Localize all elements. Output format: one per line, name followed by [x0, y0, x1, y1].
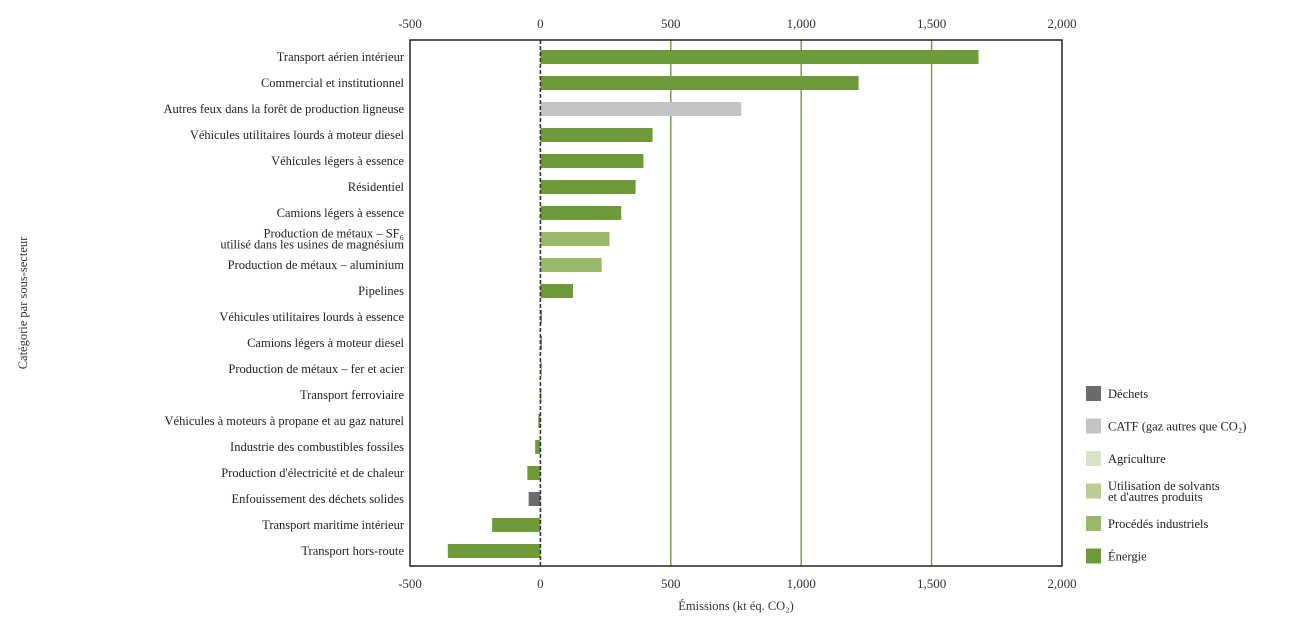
category-label: Pipelines	[358, 284, 404, 298]
category-label: Production d'électricité et de chaleur	[221, 466, 405, 480]
bar	[540, 76, 859, 90]
legend-swatch	[1086, 418, 1101, 434]
category-label: Autres feux dans la forêt de production …	[163, 102, 404, 116]
bar	[527, 466, 541, 480]
category-label: Véhicules utilitaires lourds à essence	[219, 310, 404, 324]
category-label: Résidentiel	[348, 180, 405, 194]
category-label: Transport ferroviaire	[300, 388, 404, 402]
legend-swatch	[1086, 516, 1101, 531]
x-tick-labels: -500 -500 0 0 500 500 1,000 1,000 1,500 1,500 2,00…	[398, 16, 1077, 591]
y-axis-title: Catégorie par sous-secteur	[16, 236, 30, 369]
x-axis-title: Émissions (kt éq. CO₂)	[678, 599, 793, 613]
category-label: Camions légers à essence	[277, 206, 405, 220]
legend-label: CATF (gaz autres que CO₂)	[1108, 420, 1246, 434]
bar	[540, 206, 622, 220]
x-tick-label-bottom: 2,000	[1047, 576, 1076, 591]
legend: Déchets CATF (gaz autres que CO₂) Agricult…	[1086, 386, 1246, 564]
legend-label: Énergie	[1108, 550, 1147, 564]
bar	[540, 232, 610, 246]
grid-lines	[670, 40, 933, 566]
x-tick-label-top: 500	[661, 16, 681, 31]
category-label: Transport maritime intérieur	[262, 518, 405, 532]
legend-swatch	[1086, 483, 1101, 499]
bar	[540, 180, 636, 194]
legend-label: Procédés industriels	[1108, 517, 1208, 531]
bar	[528, 492, 541, 506]
category-label: Véhicules à moteurs à propane et au gaz …	[165, 414, 405, 428]
category-label: Production de métaux – fer et acier	[228, 362, 404, 376]
category-label: Camions légers à moteur diesel	[247, 336, 404, 350]
category-label: Transport aérien intérieur	[277, 50, 405, 64]
x-tick-label-bottom: 500	[661, 576, 681, 591]
x-tick-label-top: 0	[537, 16, 544, 31]
legend-swatch	[1086, 451, 1101, 466]
category-label: Production de métaux – aluminium	[228, 258, 405, 272]
x-tick-label-bottom: -500	[398, 576, 422, 591]
legend-swatch	[1086, 548, 1101, 564]
category-label: Véhicules utilitaires lourds à moteur di…	[190, 128, 405, 142]
category-label: Commercial et institutionnel	[261, 76, 405, 90]
bar	[540, 284, 573, 298]
bar	[540, 258, 602, 272]
bar	[492, 518, 541, 532]
x-tick-label-top: 2,000	[1047, 16, 1076, 31]
x-tick-label-bottom: 0	[537, 576, 544, 591]
x-tick-label-bottom: 1,500	[917, 576, 946, 591]
category-label: Production de métaux – SF₆ utilisé dans l…	[220, 227, 404, 252]
bar	[540, 102, 742, 116]
x-tick-label-bottom: 1,000	[787, 576, 816, 591]
category-labels: Transport aérien intérieur Commercial et …	[163, 50, 404, 558]
legend-label: Utilisation de solvants et d'autres produ…	[1108, 479, 1220, 504]
bars	[447, 50, 979, 558]
bar	[540, 128, 653, 142]
category-label: Transport hors-route	[301, 544, 404, 558]
plot-frame	[409, 39, 1063, 567]
x-tick-label-top: -500	[398, 16, 422, 31]
category-label: Véhicules légers à essence	[271, 154, 404, 168]
bar	[538, 414, 541, 428]
legend-swatch	[1086, 386, 1101, 401]
legend-label: Déchets	[1108, 387, 1148, 401]
bar	[540, 154, 644, 168]
bar	[540, 50, 979, 64]
bar	[540, 362, 542, 376]
category-label: Enfouissement des déchets solides	[231, 492, 404, 506]
bar	[447, 544, 541, 558]
category-label: Industrie des combustibles fossiles	[230, 440, 404, 454]
bar	[535, 440, 541, 454]
x-tick-label-top: 1,000	[787, 16, 816, 31]
x-tick-label-top: 1,500	[917, 16, 946, 31]
legend-label: Agriculture	[1108, 452, 1166, 466]
